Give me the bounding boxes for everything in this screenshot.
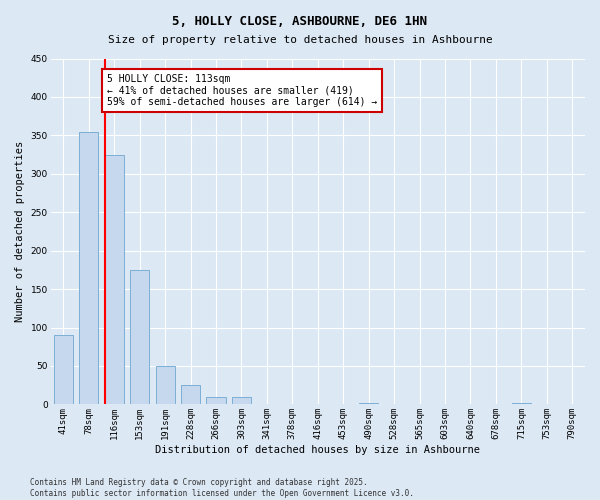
Y-axis label: Number of detached properties: Number of detached properties	[15, 141, 25, 322]
Bar	[512, 403, 531, 404]
Text: Size of property relative to detached houses in Ashbourne: Size of property relative to detached ho…	[107, 35, 493, 45]
Text: Contains HM Land Registry data © Crown copyright and database right 2025.
Contai: Contains HM Land Registry data © Crown c…	[30, 478, 414, 498]
Bar	[155, 366, 175, 405]
Bar	[232, 396, 251, 404]
Bar	[79, 132, 98, 404]
Bar	[206, 396, 226, 404]
Bar	[359, 403, 378, 404]
Text: 5, HOLLY CLOSE, ASHBOURNE, DE6 1HN: 5, HOLLY CLOSE, ASHBOURNE, DE6 1HN	[173, 15, 427, 28]
Bar	[104, 154, 124, 404]
Bar	[181, 385, 200, 404]
X-axis label: Distribution of detached houses by size in Ashbourne: Distribution of detached houses by size …	[155, 445, 480, 455]
Text: 5 HOLLY CLOSE: 113sqm
← 41% of detached houses are smaller (419)
59% of semi-det: 5 HOLLY CLOSE: 113sqm ← 41% of detached …	[107, 74, 377, 107]
Bar	[54, 335, 73, 404]
Bar	[130, 270, 149, 404]
